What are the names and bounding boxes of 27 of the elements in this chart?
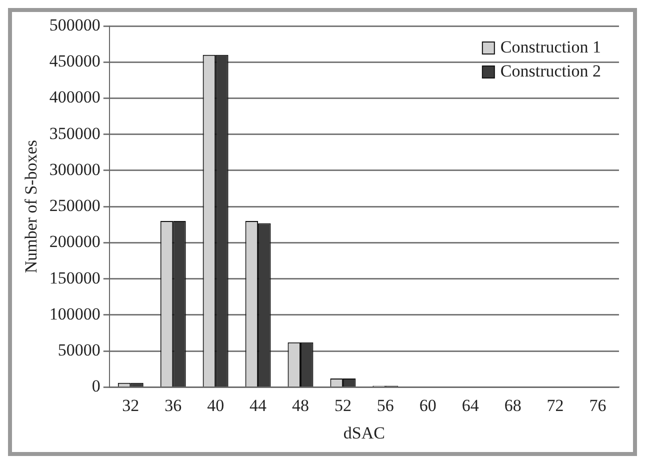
x-tick-label: 68 xyxy=(504,396,522,415)
x-tick-label: 76 xyxy=(589,396,606,415)
y-tick-label: 450000 xyxy=(49,52,100,71)
x-axis-title: dSAC xyxy=(343,423,385,442)
x-tick-label: 48 xyxy=(292,396,309,415)
x-tick-label: 60 xyxy=(419,396,436,415)
x-tick-label: 36 xyxy=(164,396,182,415)
legend-label: Construction 1 xyxy=(500,37,602,56)
y-axis-title: Number of S-boxes xyxy=(22,140,41,274)
y-tick-label: 350000 xyxy=(49,124,100,143)
y-tick-label: 150000 xyxy=(49,268,100,288)
y-tick-label: 250000 xyxy=(49,196,100,216)
y-tick-label: 0 xyxy=(92,376,100,396)
legend-label: Construction 2 xyxy=(500,61,602,80)
x-tick-label: 64 xyxy=(462,396,480,415)
x-tick-label: 32 xyxy=(122,396,140,415)
x-tick-label: 40 xyxy=(207,396,224,415)
y-tick-label: 300000 xyxy=(49,160,100,179)
y-tick-label: 400000 xyxy=(49,88,100,107)
y-tick-label: 100000 xyxy=(49,304,100,324)
x-tick-label: 52 xyxy=(334,396,352,415)
y-tick-label: 50000 xyxy=(58,340,100,360)
y-tick-label: 200000 xyxy=(49,232,100,252)
y-tick-label: 500000 xyxy=(49,15,100,34)
x-tick-label: 56 xyxy=(376,396,394,415)
x-tick-label: 44 xyxy=(250,396,268,415)
x-tick-label: 72 xyxy=(546,396,564,415)
